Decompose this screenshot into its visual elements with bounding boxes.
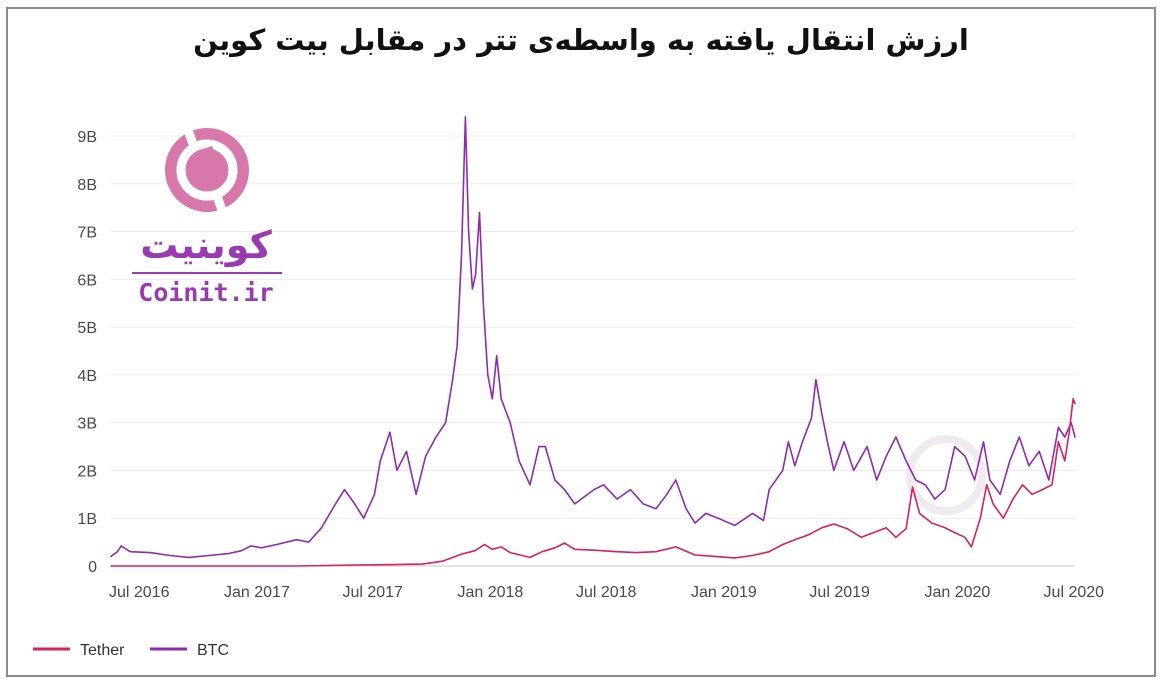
- y-tick-label: 2B: [77, 463, 97, 480]
- legend: Tether BTC: [33, 642, 229, 659]
- legend-label-tether: Tether: [80, 642, 125, 659]
- grid-lines: [111, 135, 1075, 567]
- legend-item-btc[interactable]: BTC: [150, 642, 229, 659]
- y-axis-labels: 0 1B 2B 3B 4B 5B 6B 7B 8B 9B: [77, 129, 97, 576]
- series-lines: [110, 116, 1076, 567]
- x-tick-label: Jul 2020: [1044, 584, 1105, 601]
- x-tick-label: Jan 2017: [224, 584, 290, 601]
- y-tick-label: 5B: [77, 320, 97, 337]
- y-tick-label: 9B: [77, 129, 97, 146]
- series-line-btc: [110, 116, 1076, 559]
- y-tick-label: 8B: [77, 177, 97, 194]
- x-tick-label: Jul 2016: [109, 584, 170, 601]
- y-tick-label: 0: [88, 559, 97, 576]
- x-tick-label: Jan 2020: [924, 584, 990, 601]
- y-tick-label: 6B: [77, 272, 97, 289]
- coinit-logo-icon: [165, 128, 249, 212]
- x-axis-labels: Jul 2016 Jan 2017 Jul 2017 Jan 2018 Jul 2018…: [109, 584, 1104, 601]
- y-tick-label: 7B: [77, 225, 97, 242]
- x-tick-label: Jan 2019: [691, 584, 757, 601]
- x-tick-label: Jul 2018: [576, 584, 637, 601]
- coinit-logo: کوینیت Coinit.ir: [132, 128, 282, 307]
- legend-label-btc: BTC: [197, 642, 229, 659]
- watermark: [906, 435, 986, 515]
- y-tick-label: 1B: [77, 511, 97, 528]
- x-tick-label: Jan 2018: [457, 584, 523, 601]
- chart-title: ارزش انتقال یافته به واسطه‌ی تتر در مقاب…: [193, 23, 969, 57]
- legend-item-tether[interactable]: Tether: [33, 642, 125, 659]
- y-tick-label: 3B: [77, 416, 97, 433]
- logo-name-fa: کوینیت: [140, 223, 272, 267]
- series-line-tether: [110, 398, 1076, 567]
- logo-name-en: Coinit.ir: [138, 278, 273, 307]
- y-tick-label: 4B: [77, 368, 97, 385]
- x-tick-label: Jul 2019: [809, 584, 870, 601]
- x-tick-label: Jul 2017: [342, 584, 403, 601]
- watermark-icon: [906, 435, 986, 515]
